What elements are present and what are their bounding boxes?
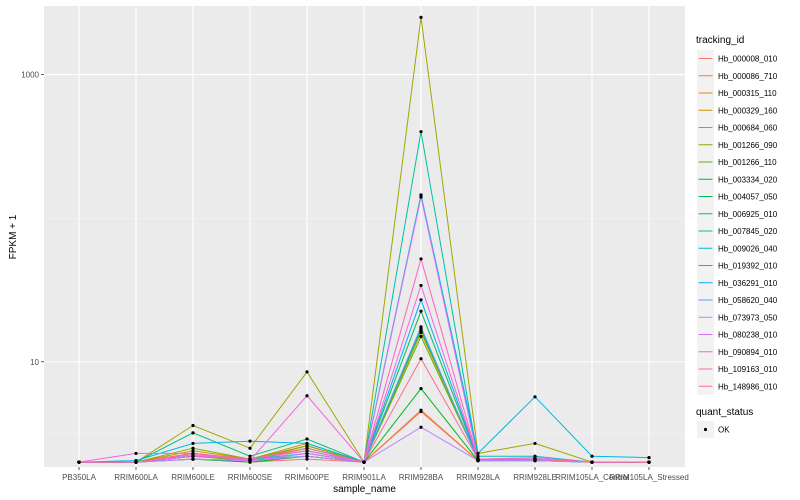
data-point (476, 454, 480, 458)
data-point (419, 357, 423, 361)
legend-label: Hb_109163_010 (718, 365, 778, 374)
data-point (590, 454, 594, 458)
data-point (191, 454, 195, 458)
x-tick-label: RRIM600PE (285, 473, 329, 482)
quant-legend-point (703, 427, 708, 432)
x-tick-label: RRIM928LE (513, 473, 557, 482)
legend-label: Hb_000008_010 (718, 55, 778, 64)
legend-label: Hb_006925_010 (718, 210, 778, 219)
data-point (191, 446, 195, 450)
legend-label: Hb_000684_060 (718, 124, 778, 133)
data-point (191, 457, 195, 461)
x-tick-label: RRIM928LA (456, 473, 500, 482)
data-point (419, 15, 423, 19)
x-tick-label: RRIM105LA_Control (555, 473, 629, 482)
legend-label: Hb_019392_010 (718, 262, 778, 271)
data-point (305, 394, 309, 398)
data-point (419, 193, 423, 197)
data-point (191, 451, 195, 456)
legend: tracking_id Hb_000008_010Hb_000086_710Hb… (696, 35, 778, 438)
legend-items: Hb_000008_010 Hb_000086_710 Hb_000315_110 H… (697, 50, 778, 395)
legend-label: Hb_007845_020 (718, 227, 778, 236)
x-tick-label: RRIM600SE (228, 473, 272, 482)
x-tick-label: PB350LA (62, 473, 96, 482)
data-point (77, 460, 81, 464)
y-axis-title: FPKM + 1 (8, 214, 19, 259)
data-point (419, 408, 423, 412)
data-point (191, 441, 195, 446)
data-point (305, 370, 309, 374)
data-point (476, 451, 480, 456)
data-point (419, 283, 423, 288)
data-point (305, 437, 309, 441)
data-point (419, 298, 423, 302)
data-point (305, 449, 309, 453)
x-axis: PB350LA RRIM600LA RRIM600LE RRIM600SE RRIM60… (62, 467, 689, 482)
data-point (419, 387, 423, 391)
data-point (419, 425, 423, 429)
data-point (248, 454, 252, 458)
data-point (305, 446, 309, 450)
data-point (419, 325, 423, 329)
legend-label: Hb_003334_020 (718, 175, 778, 184)
y-axis: 10 1000 (21, 71, 44, 367)
legend-label: Hb_000315_110 (718, 89, 777, 98)
legend-label: Hb_009026_040 (718, 244, 778, 253)
legend-label: Hb_000086_710 (718, 72, 778, 81)
data-point (248, 446, 252, 450)
data-point (533, 441, 537, 446)
x-tick-label: RRIM600LA (114, 473, 158, 482)
series-points (77, 15, 651, 464)
data-point (248, 439, 252, 443)
data-point (476, 457, 480, 461)
data-point (419, 257, 423, 261)
data-point (305, 454, 309, 458)
data-point (419, 327, 423, 331)
data-point (305, 457, 309, 461)
x-tick-label: RRIM600LE (171, 473, 215, 482)
data-point (248, 457, 252, 461)
data-point (419, 195, 423, 199)
quant-status-legend-title: quant_status (696, 407, 753, 418)
x-tick-label: RRIM105LA_Stressed (609, 473, 689, 482)
legend-label: Hb_148986_010 (718, 382, 778, 391)
legend-label: Hb_080238_010 (718, 331, 778, 340)
legend-label: Hb_058620_040 (718, 296, 778, 305)
data-point (305, 441, 309, 446)
legend-label: Hb_001266_110 (718, 158, 777, 167)
quant-legend-label: OK (718, 426, 730, 435)
legend-label: Hb_004057_050 (718, 193, 778, 202)
data-point (533, 395, 537, 399)
legend-label: Hb_036291_010 (718, 279, 778, 288)
data-point (419, 130, 423, 134)
data-point (647, 460, 651, 464)
legend-title: tracking_id (696, 35, 744, 46)
legend-label: Hb_073973_050 (718, 313, 778, 322)
data-point (590, 460, 594, 464)
quant-status-legend-items: OK (697, 421, 730, 438)
data-point (191, 449, 195, 453)
data-point (305, 444, 309, 448)
data-point (134, 460, 138, 464)
data-point (191, 431, 195, 435)
legend-label: Hb_090894_010 (718, 348, 778, 357)
data-point (647, 456, 651, 460)
x-tick-label: RRIM928BA (399, 473, 444, 482)
data-point (134, 451, 138, 456)
y-tick-label: 1000 (21, 71, 39, 80)
data-point (533, 457, 537, 461)
data-point (419, 309, 423, 313)
data-point (419, 334, 423, 339)
legend-label: Hb_001266_090 (718, 141, 778, 150)
data-point (305, 451, 309, 456)
x-tick-label: RRIM901LA (342, 473, 386, 482)
legend-label: Hb_000329_160 (718, 106, 778, 115)
data-point (191, 423, 195, 428)
y-tick-label: 10 (30, 358, 39, 367)
x-axis-title: sample_name (333, 484, 396, 495)
data-point (362, 460, 366, 464)
